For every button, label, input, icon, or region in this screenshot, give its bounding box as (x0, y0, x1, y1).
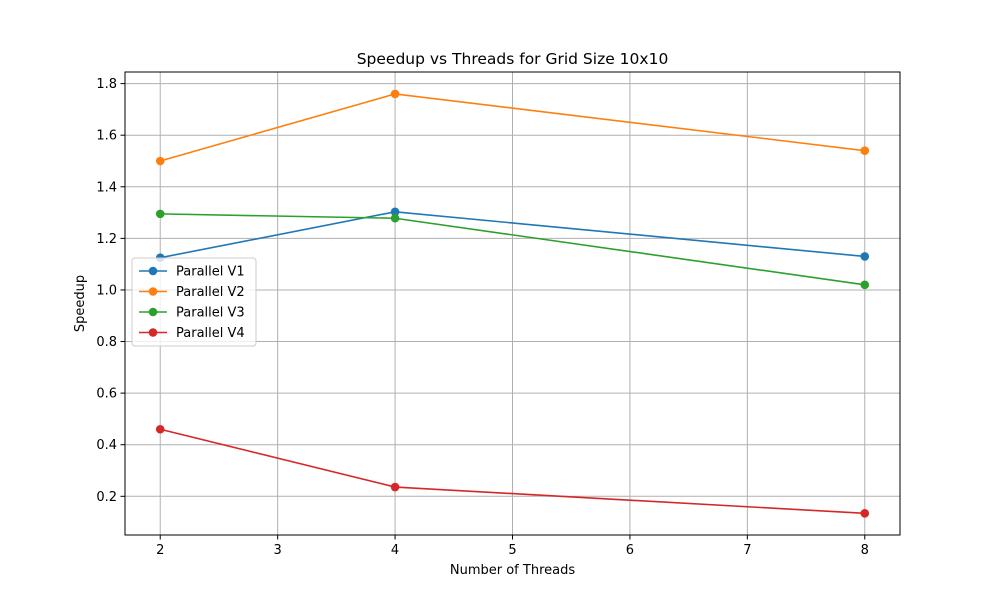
data-point-v2 (860, 146, 870, 155)
y-tick-label: 1.0 (96, 283, 117, 298)
data-point-v3 (860, 280, 870, 290)
y-tick-label: 1.8 (96, 77, 117, 92)
legend: Parallel V1 Parallel V2 Parallel V3 Paralle… (131, 257, 257, 347)
data-point-v1 (390, 207, 400, 217)
y-tick-label: 0.2 (96, 490, 117, 505)
data-point-v3 (155, 209, 165, 219)
x-tick-label: 6 (626, 543, 634, 558)
y-tick-label: 0.4 (96, 438, 117, 453)
y-tick-label: 1.6 (96, 129, 117, 144)
legend-label: Parallel V3 (176, 306, 245, 321)
x-tick-label: 4 (391, 543, 399, 558)
x-tick-label: 8 (861, 543, 869, 558)
legend-marker (148, 307, 158, 317)
data-point-v4 (155, 424, 165, 434)
y-tick-label: 0.6 (96, 387, 117, 402)
legend-box (131, 257, 257, 347)
x-axis: 2 3 4 5 6 7 8 (156, 535, 869, 558)
x-tick-label: 2 (156, 543, 164, 558)
x-tick-label: 3 (274, 543, 282, 558)
data-point-v1 (860, 252, 870, 261)
x-tick-label: 5 (508, 543, 516, 558)
data-point-v3 (390, 213, 400, 223)
legend-label: Parallel V4 (176, 326, 245, 341)
legend-marker (148, 266, 158, 276)
x-tick-label: 7 (743, 543, 751, 558)
data-point-v4 (390, 482, 400, 492)
legend-marker (148, 287, 158, 296)
legend-label: Parallel V2 (176, 285, 245, 300)
data-point-v4 (860, 509, 870, 518)
chart-title: Speedup vs Threads for Grid Size 10x10 (357, 50, 669, 68)
y-tick-label: 0.8 (96, 335, 117, 350)
grid (125, 72, 900, 535)
y-axis-label: Speedup (73, 275, 88, 332)
data-point-v2 (390, 89, 400, 99)
data-point-v2 (155, 156, 165, 166)
y-axis: 0.2 0.4 0.6 0.8 1.0 1.2 1.4 1.6 1.8 (96, 77, 125, 505)
legend-marker (148, 328, 158, 337)
legend-label: Parallel V1 (176, 265, 245, 280)
y-tick-label: 1.2 (96, 232, 117, 247)
y-tick-label: 1.4 (96, 180, 117, 195)
x-axis-label: Number of Threads (450, 563, 575, 578)
